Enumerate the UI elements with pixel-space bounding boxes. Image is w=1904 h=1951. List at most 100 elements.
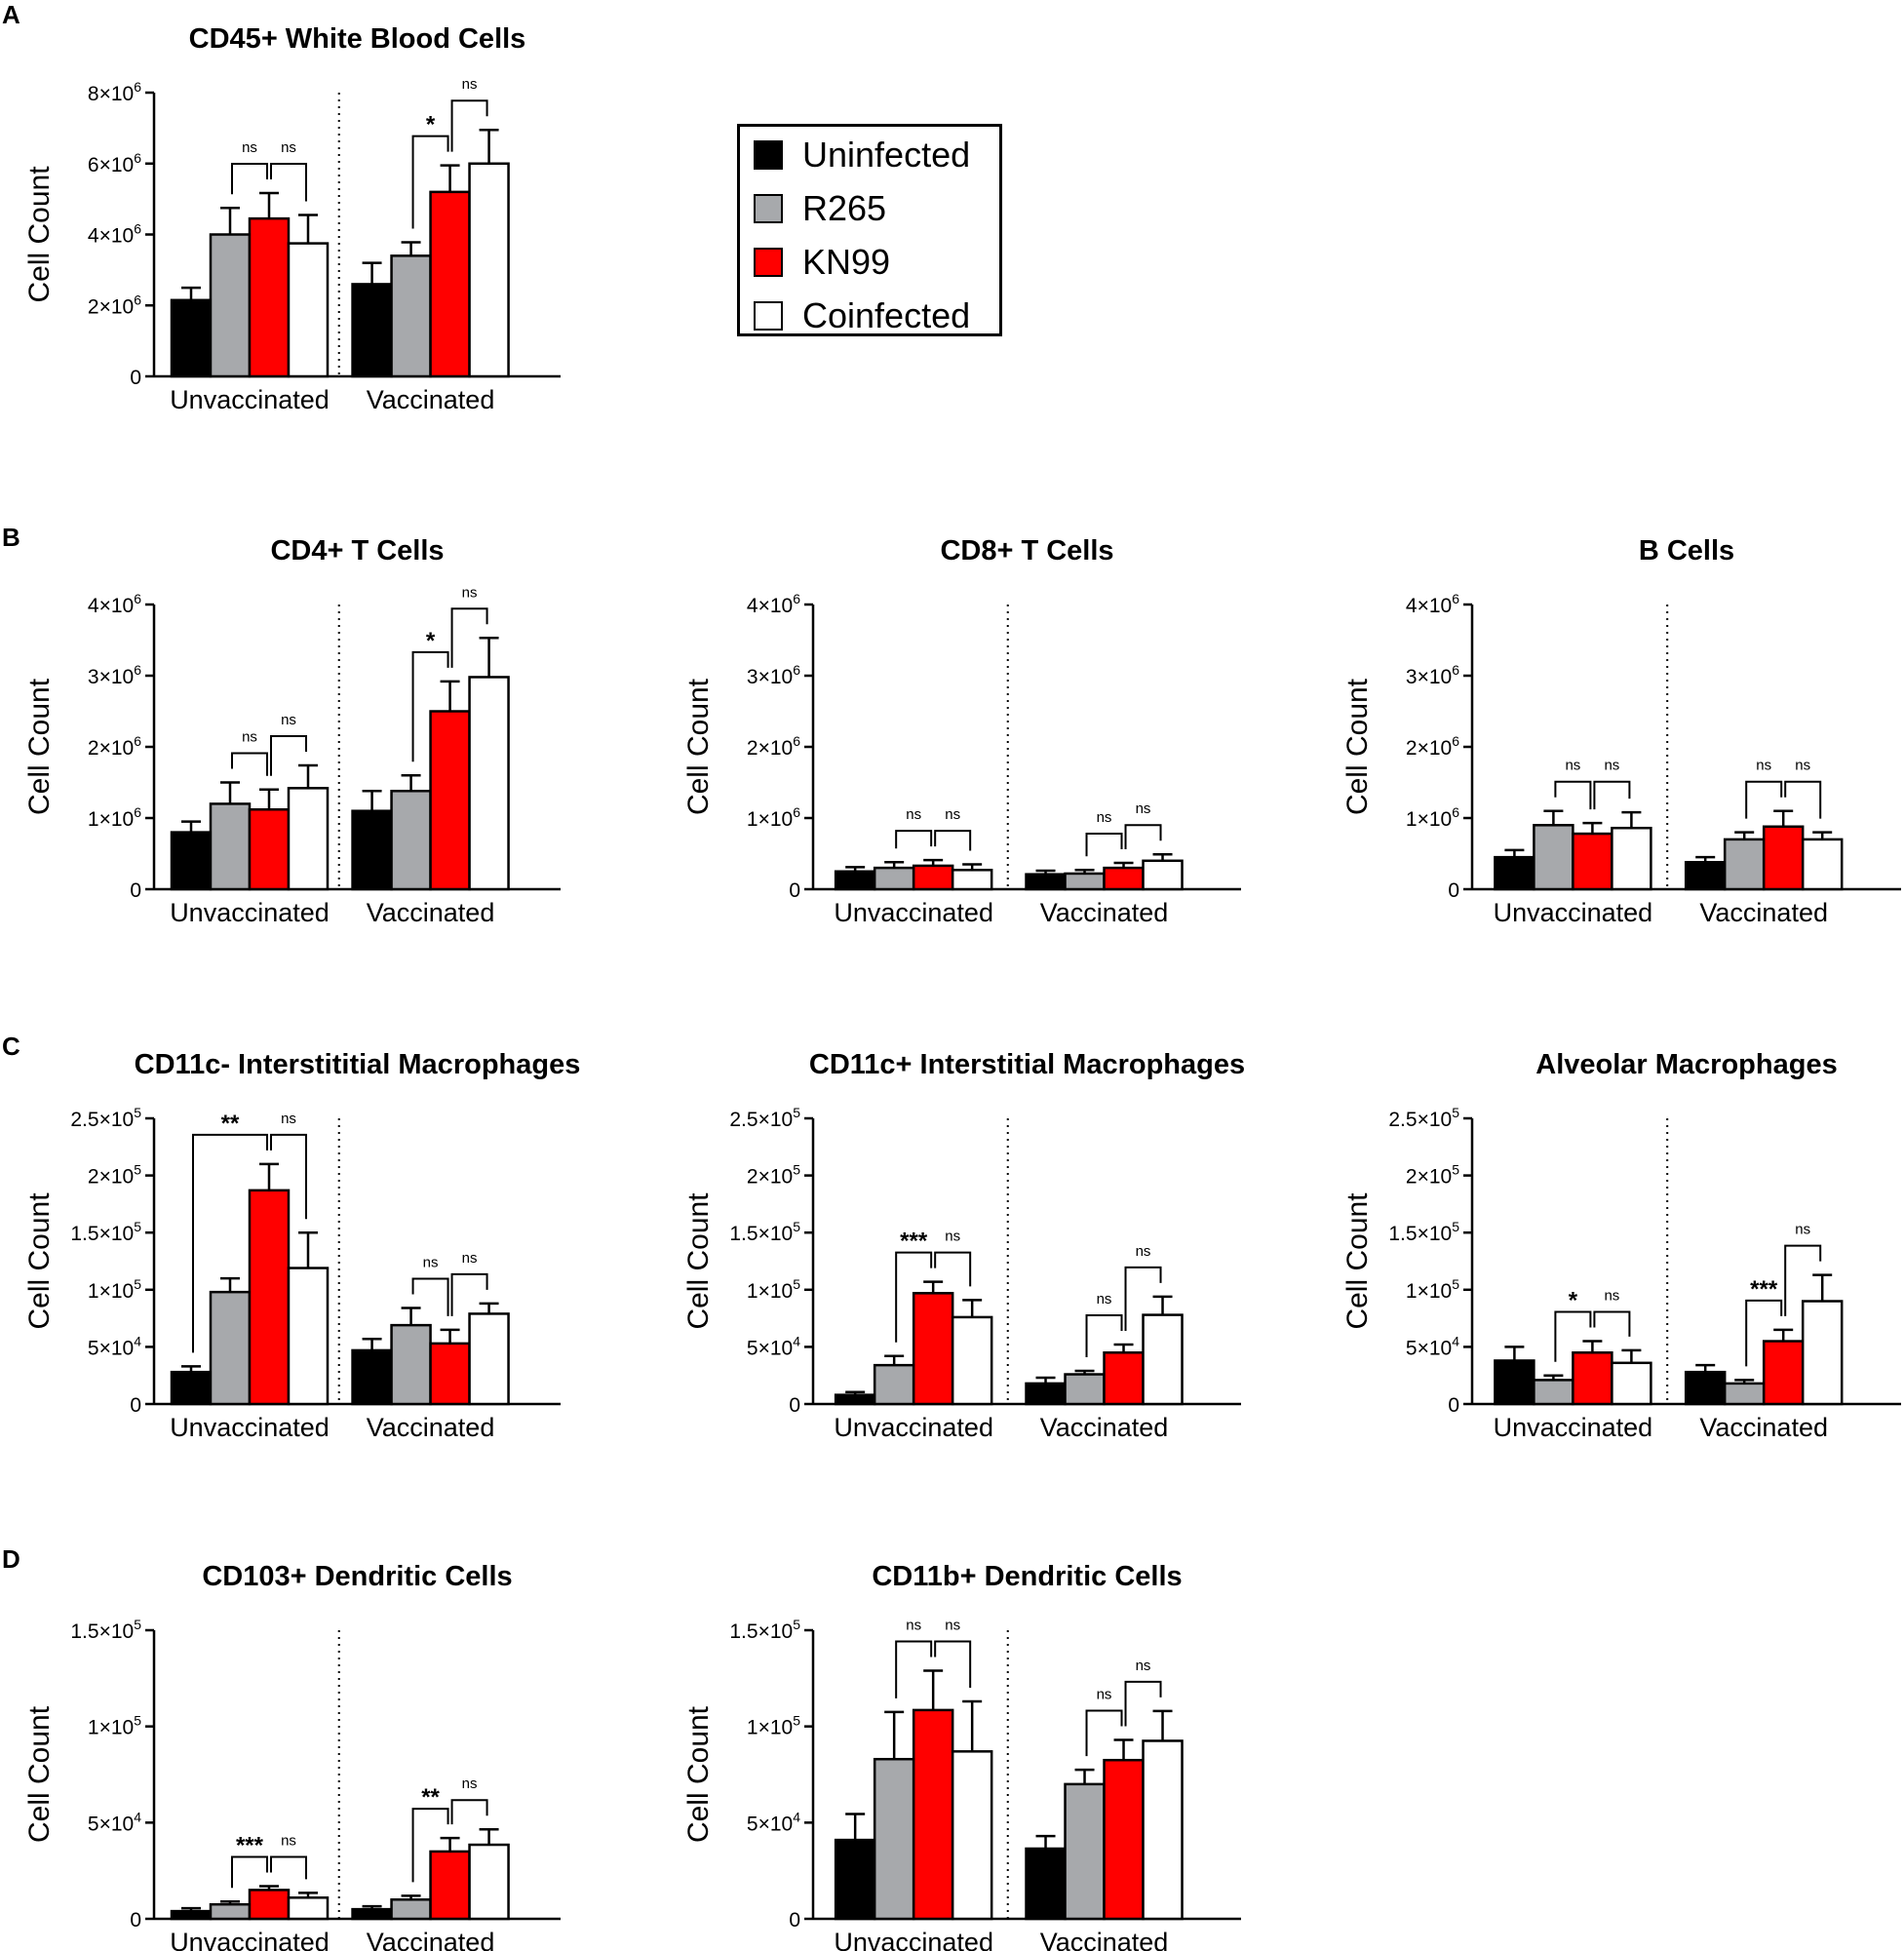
bar bbox=[951, 869, 993, 891]
bar bbox=[1142, 1313, 1184, 1406]
y-tick-label: 4×106 bbox=[88, 591, 141, 617]
chart-0: CD45+ White Blood Cells Cell Count 0 2×106 4… bbox=[23, 23, 561, 414]
x-category-label: Vaccinated bbox=[367, 1928, 495, 1951]
significance-bracket bbox=[934, 1251, 972, 1287]
significance-label: ns bbox=[1097, 1686, 1112, 1702]
bar bbox=[1494, 1359, 1535, 1406]
y-tick-label: 1×106 bbox=[1406, 804, 1459, 831]
x-category-label: Unvaccinated bbox=[834, 1928, 993, 1951]
legend-swatch-kn99 bbox=[754, 247, 783, 277]
bar bbox=[1025, 873, 1067, 891]
y-tick-label: 0 bbox=[789, 1394, 800, 1417]
x-category-label: Unvaccinated bbox=[834, 1413, 993, 1442]
bar bbox=[1723, 1382, 1766, 1406]
bar bbox=[1611, 826, 1652, 891]
significance-label: * bbox=[1569, 1288, 1578, 1314]
y-tick-label: 1.5×105 bbox=[729, 1219, 800, 1245]
significance-label: ns bbox=[1604, 1288, 1619, 1305]
bar bbox=[390, 790, 432, 891]
significance-bracket bbox=[450, 607, 488, 668]
bar bbox=[1572, 1351, 1613, 1406]
bar bbox=[468, 1843, 510, 1921]
panel-letter-b: B bbox=[2, 523, 20, 552]
y-tick-label: 1×105 bbox=[747, 1276, 800, 1303]
bar bbox=[1684, 861, 1727, 891]
y-tick-label: 3×106 bbox=[1406, 662, 1459, 688]
y-tick-label: 2.5×105 bbox=[70, 1105, 141, 1131]
significance-label: ns bbox=[945, 806, 960, 823]
y-tick-label: 0 bbox=[130, 1394, 141, 1417]
significance-bracket bbox=[1085, 1314, 1123, 1358]
bar bbox=[1025, 1382, 1067, 1406]
bar bbox=[1103, 866, 1145, 891]
significance-label: ns bbox=[1097, 1291, 1112, 1307]
significance-bracket bbox=[230, 752, 268, 776]
significance-bracket bbox=[1784, 780, 1822, 819]
y-axis-label: Cell Count bbox=[23, 1705, 56, 1843]
significance-label: ns bbox=[1756, 758, 1771, 774]
chart-1: CD4+ T Cells Cell Count 0 1×106 2×106 3×106 4×… bbox=[23, 535, 561, 927]
significance-bracket bbox=[1745, 1299, 1783, 1367]
bar bbox=[1025, 1847, 1067, 1921]
significance-bracket bbox=[1784, 1244, 1822, 1316]
significance-bracket bbox=[269, 1133, 307, 1220]
chart-title: CD8+ T Cells bbox=[940, 535, 1113, 566]
significance-label: ns bbox=[462, 1775, 478, 1792]
significance-bracket bbox=[230, 162, 268, 195]
x-category-label: Vaccinated bbox=[1699, 1413, 1828, 1442]
y-tick-label: 0 bbox=[130, 1909, 141, 1931]
y-tick-label: 2×106 bbox=[88, 733, 141, 760]
bar bbox=[1762, 825, 1805, 891]
significance-label: * bbox=[426, 628, 436, 654]
bar bbox=[468, 162, 510, 378]
y-tick-label: 5×104 bbox=[88, 1809, 141, 1835]
x-category-label: Vaccinated bbox=[1040, 1413, 1169, 1442]
y-tick-label: 1×105 bbox=[747, 1713, 800, 1739]
significance-label: *** bbox=[900, 1229, 928, 1255]
chart-4: CD11c- Interstititial Macrophages Cell Co… bbox=[23, 1049, 580, 1442]
significance-label: ** bbox=[221, 1111, 240, 1137]
bar bbox=[468, 1312, 510, 1406]
significance-bracket bbox=[269, 734, 307, 776]
panel-letter-c: C bbox=[2, 1032, 20, 1061]
bar bbox=[209, 233, 252, 378]
bar bbox=[951, 1315, 993, 1406]
bar bbox=[1064, 1782, 1106, 1921]
legend-item-r265: R265 bbox=[740, 181, 999, 235]
legend-swatch-uninfected bbox=[754, 139, 783, 170]
significance-bracket bbox=[269, 162, 307, 202]
chart-7: CD103+ Dendritic Cells Cell Count 0 5×104 1×… bbox=[23, 1561, 561, 1951]
y-tick-label: 3×106 bbox=[747, 662, 800, 688]
significance-label: ns bbox=[1136, 1243, 1151, 1260]
bar bbox=[287, 787, 330, 891]
significance-label: ns bbox=[281, 139, 296, 156]
significance-bracket bbox=[1085, 1709, 1123, 1757]
significance-bracket bbox=[1124, 824, 1162, 849]
y-tick-label: 0 bbox=[130, 879, 141, 902]
x-category-label: Unvaccinated bbox=[170, 385, 330, 414]
y-tick-label: 0 bbox=[789, 879, 800, 902]
bar bbox=[834, 1393, 876, 1406]
significance-label: ns bbox=[242, 729, 257, 746]
y-tick-label: 1.5×105 bbox=[1388, 1219, 1459, 1245]
legend-label: Coinfected bbox=[802, 294, 971, 335]
significance-label: ns bbox=[1604, 758, 1619, 774]
significance-bracket bbox=[1554, 780, 1592, 810]
y-tick-label: 2×106 bbox=[747, 733, 800, 760]
chart-title: CD11b+ Dendritic Cells bbox=[872, 1561, 1182, 1592]
bar bbox=[1494, 855, 1535, 891]
significance-label: * bbox=[426, 112, 436, 138]
bar bbox=[351, 1348, 393, 1406]
significance-bracket bbox=[1124, 1266, 1162, 1332]
bar bbox=[834, 1838, 876, 1921]
bar bbox=[873, 866, 915, 891]
bar bbox=[429, 1342, 471, 1406]
x-category-label: Vaccinated bbox=[1699, 898, 1828, 927]
bar bbox=[287, 242, 330, 378]
x-category-label: Vaccinated bbox=[367, 385, 495, 414]
chart-8: CD11b+ Dendritic Cells Cell Count 0 5×104 1×… bbox=[682, 1561, 1241, 1951]
bar bbox=[468, 676, 510, 891]
x-category-label: Unvaccinated bbox=[170, 1928, 330, 1951]
bar bbox=[248, 1889, 291, 1921]
significance-label: ns bbox=[242, 139, 257, 156]
